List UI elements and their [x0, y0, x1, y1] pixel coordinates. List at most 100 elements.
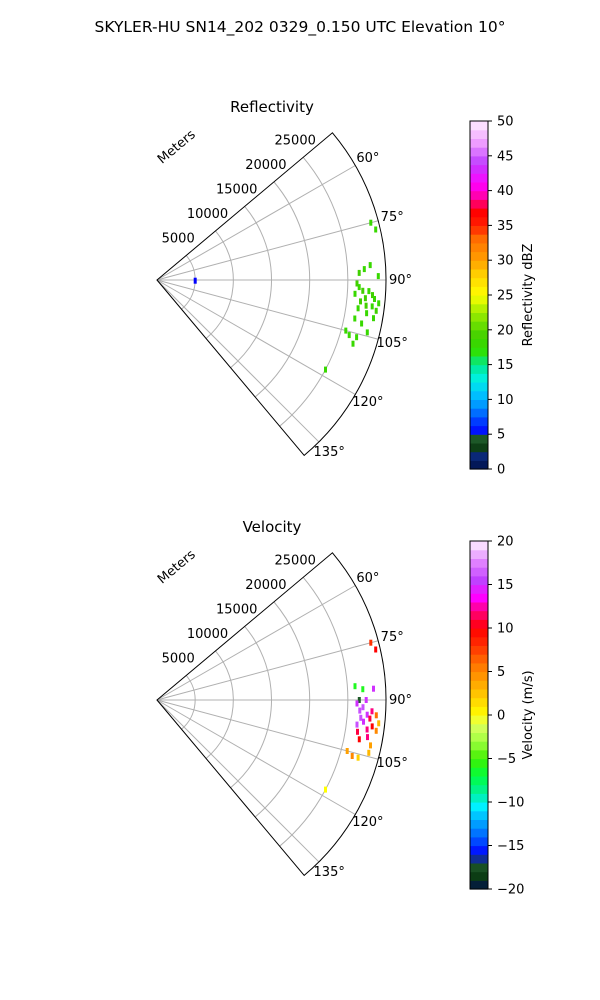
refl-colorbar-tick-label: 25	[497, 289, 514, 304]
refl-echo-cell	[356, 305, 360, 312]
refl-echo-cell	[360, 320, 364, 327]
vel-echo-cell	[356, 728, 359, 735]
refl-r-tick-label: 5000	[162, 232, 195, 247]
vel-grid-ring	[254, 601, 311, 818]
refl-echo-cell	[376, 273, 380, 280]
refl-colorbar-segment	[470, 442, 488, 453]
refl-colorbar-segment	[470, 408, 488, 418]
vel-colorbar-segment	[470, 558, 488, 568]
refl-echo-cell	[370, 303, 374, 310]
vel-colorbar-segment	[470, 601, 488, 612]
vel-colorbar-segment	[470, 741, 488, 751]
vel-r-tick-label: 25000	[275, 553, 316, 568]
refl-theta-tick-label: 90°	[389, 273, 412, 288]
vel-colorbar-tick-label: 10	[497, 622, 514, 637]
refl-grid-spoke	[156, 279, 320, 443]
refl-colorbar-segment	[470, 190, 488, 200]
refl-colorbar-tick-label: 0	[497, 463, 505, 478]
velocity-panel: Velocity 60° 75° 90° 105° 120° 135° 5000 10000 15…	[155, 518, 536, 898]
refl-echo-cell	[353, 315, 357, 322]
vel-colorbar-segment	[470, 862, 488, 873]
refl-colorbar-segment	[470, 129, 488, 139]
vel-colorbar-segment	[470, 784, 488, 794]
vel-colorbar-segment	[470, 645, 488, 655]
reflectivity-panel: Reflectivity60°75°90°105°120°135°5000100…	[155, 98, 536, 478]
refl-sector-outline	[156, 132, 387, 457]
refl-colorbar-tick-label: 45	[497, 149, 514, 164]
vel-colorbar-segment	[470, 628, 488, 638]
vel-echo-cell	[369, 742, 372, 749]
vel-colorbar-segment	[470, 706, 488, 716]
refl-colorbar-segment	[470, 338, 488, 348]
refl-colorbar-segment	[470, 329, 488, 340]
refl-echo-cell	[362, 266, 366, 273]
refl-colorbar-segment	[470, 460, 488, 470]
refl-colorbar-segment	[470, 208, 488, 218]
vel-echo-cell	[358, 707, 362, 714]
vel-colorbar-tick-label: 5	[497, 665, 505, 680]
refl-colorbar-segment	[470, 164, 488, 174]
vel-grid-ring	[279, 577, 349, 847]
refl-colorbar-label: Reflectivity dBZ	[521, 244, 536, 347]
vel-colorbar-tick-label: −5	[497, 752, 516, 767]
vel-colorbar-segment	[470, 593, 488, 603]
vel-grid-spoke	[156, 699, 320, 863]
refl-echo-cell	[369, 219, 373, 226]
vel-colorbar-tick-label: 15	[497, 578, 514, 593]
refl-grid-ring	[230, 206, 272, 369]
refl-radial-axis-label: Meters	[155, 127, 199, 167]
refl-grid-spoke	[156, 220, 379, 281]
vel-radial-axis-label: Meters	[155, 547, 199, 587]
vel-colorbar-tick-label: 20	[497, 535, 514, 550]
refl-echo-cell	[351, 340, 355, 347]
vel-title: Velocity	[243, 518, 302, 536]
refl-colorbar-tick-label: 35	[497, 219, 514, 234]
vel-echo-cell	[361, 704, 365, 711]
refl-theta-tick-label: 120°	[352, 395, 383, 410]
vel-colorbar-segment	[470, 715, 488, 725]
refl-colorbar-segment	[470, 321, 488, 331]
refl-echo-cell	[374, 226, 378, 233]
refl-echo-cell	[355, 334, 359, 341]
vel-r-tick-label: 5000	[162, 652, 195, 667]
vel-colorbar-segment	[470, 549, 488, 559]
refl-colorbar-segment	[470, 234, 488, 244]
vel-colorbar-segment	[470, 793, 488, 803]
vel-colorbar-segment	[470, 854, 488, 864]
refl-colorbar-segment	[470, 434, 488, 444]
vel-colorbar-segment	[470, 584, 488, 594]
refl-colorbar-segment	[470, 138, 488, 148]
refl-colorbar-segment	[470, 216, 488, 226]
vel-colorbar-tick-label: −10	[497, 796, 524, 811]
refl-colorbar-segment	[470, 295, 488, 305]
refl-colorbar-tick-label: 20	[497, 323, 514, 338]
refl-colorbar-segment	[470, 416, 488, 427]
refl-echo-cell	[365, 329, 369, 336]
vel-colorbar-segment	[470, 619, 488, 629]
vel-grid-ring	[230, 626, 272, 789]
vel-echo-cell	[350, 753, 354, 759]
vel-theta-tick-label: 90°	[389, 693, 412, 708]
vel-colorbar-segment	[470, 802, 488, 812]
refl-echo-cell	[368, 262, 372, 269]
refl-colorbar-segment	[470, 277, 488, 287]
refl-colorbar-segment	[470, 364, 488, 374]
vel-echo-cell	[377, 720, 381, 727]
vel-r-tick-label: 15000	[216, 602, 257, 617]
refl-echo-cell	[353, 290, 357, 297]
refl-title: Reflectivity	[230, 98, 314, 116]
vel-colorbar-segment	[470, 845, 488, 855]
refl-echo-cell	[193, 277, 197, 284]
refl-colorbar-segment	[470, 399, 488, 409]
refl-colorbar-segment	[470, 286, 488, 296]
vel-colorbar-segment	[470, 575, 488, 586]
vel-echo-cell	[357, 736, 361, 743]
vel-echo-cell	[365, 726, 369, 733]
vel-colorbar-segment	[470, 758, 488, 768]
refl-colorbar-tick-label: 5	[497, 428, 505, 443]
vel-colorbar-segment	[470, 680, 488, 690]
refl-echo-cell	[367, 288, 371, 295]
refl-colorbar-tick-label: 50	[497, 115, 514, 130]
refl-colorbar-segment	[470, 390, 488, 400]
